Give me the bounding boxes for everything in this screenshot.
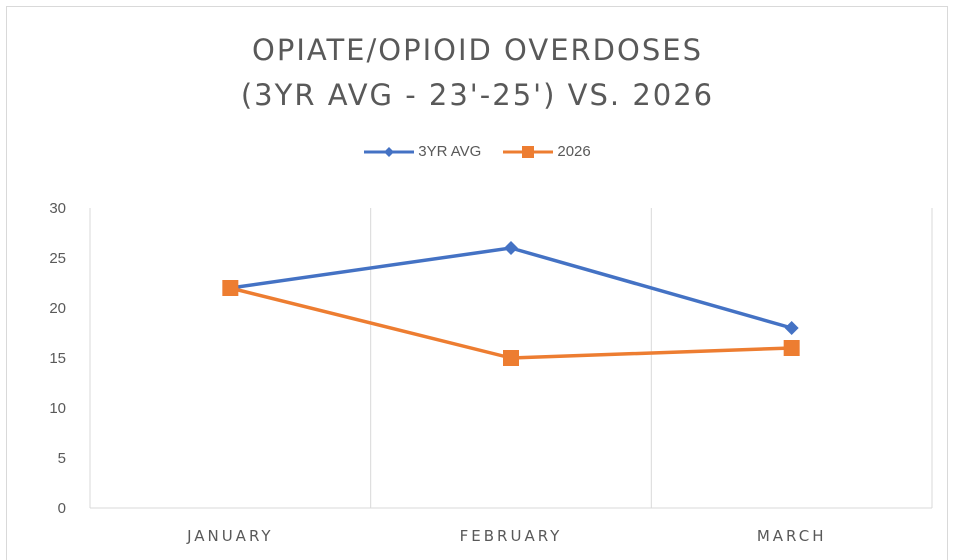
y-tick-label: 5: [58, 450, 66, 467]
x-tick-label: MARCH: [757, 527, 827, 545]
legend-label-3yr-avg: 3YR AVG: [418, 143, 482, 160]
legend-swatch-2026: [503, 145, 554, 158]
data-point-3yr-avg[interactable]: [504, 241, 518, 255]
y-tick-label: 25: [49, 250, 66, 267]
legend: 3YR AVG 2026: [0, 143, 955, 160]
data-point-2026[interactable]: [503, 350, 519, 366]
legend-item-2026[interactable]: 2026: [503, 143, 591, 160]
chart-title: OPIATE/OPIOID OVERDOSES: [252, 33, 703, 67]
series-line-3yr-avg: [230, 246, 793, 330]
chart-frame: [6, 6, 948, 560]
y-tick-label: 30: [49, 200, 66, 217]
legend-swatch-3yr-avg: [364, 146, 415, 157]
data-point-2026[interactable]: [783, 340, 800, 356]
data-point-3yr-avg[interactable]: [784, 321, 799, 335]
chart-subtitle: (3YR AVG - 23'-25') VS. 2026: [240, 78, 715, 112]
x-tick-label: JANUARY: [186, 527, 274, 545]
x-tick-label: FEBRUARY: [460, 527, 563, 545]
y-tick-label: 20: [49, 300, 66, 317]
data-point-2026[interactable]: [222, 280, 239, 296]
y-tick-label: 15: [49, 350, 66, 367]
series-line-2026: [229, 286, 792, 360]
legend-label-2026: 2026: [557, 143, 591, 160]
y-tick-label: 10: [49, 400, 66, 417]
y-tick-label: 0: [58, 500, 66, 517]
legend-item-3yr-avg[interactable]: 3YR AVG: [364, 143, 481, 160]
